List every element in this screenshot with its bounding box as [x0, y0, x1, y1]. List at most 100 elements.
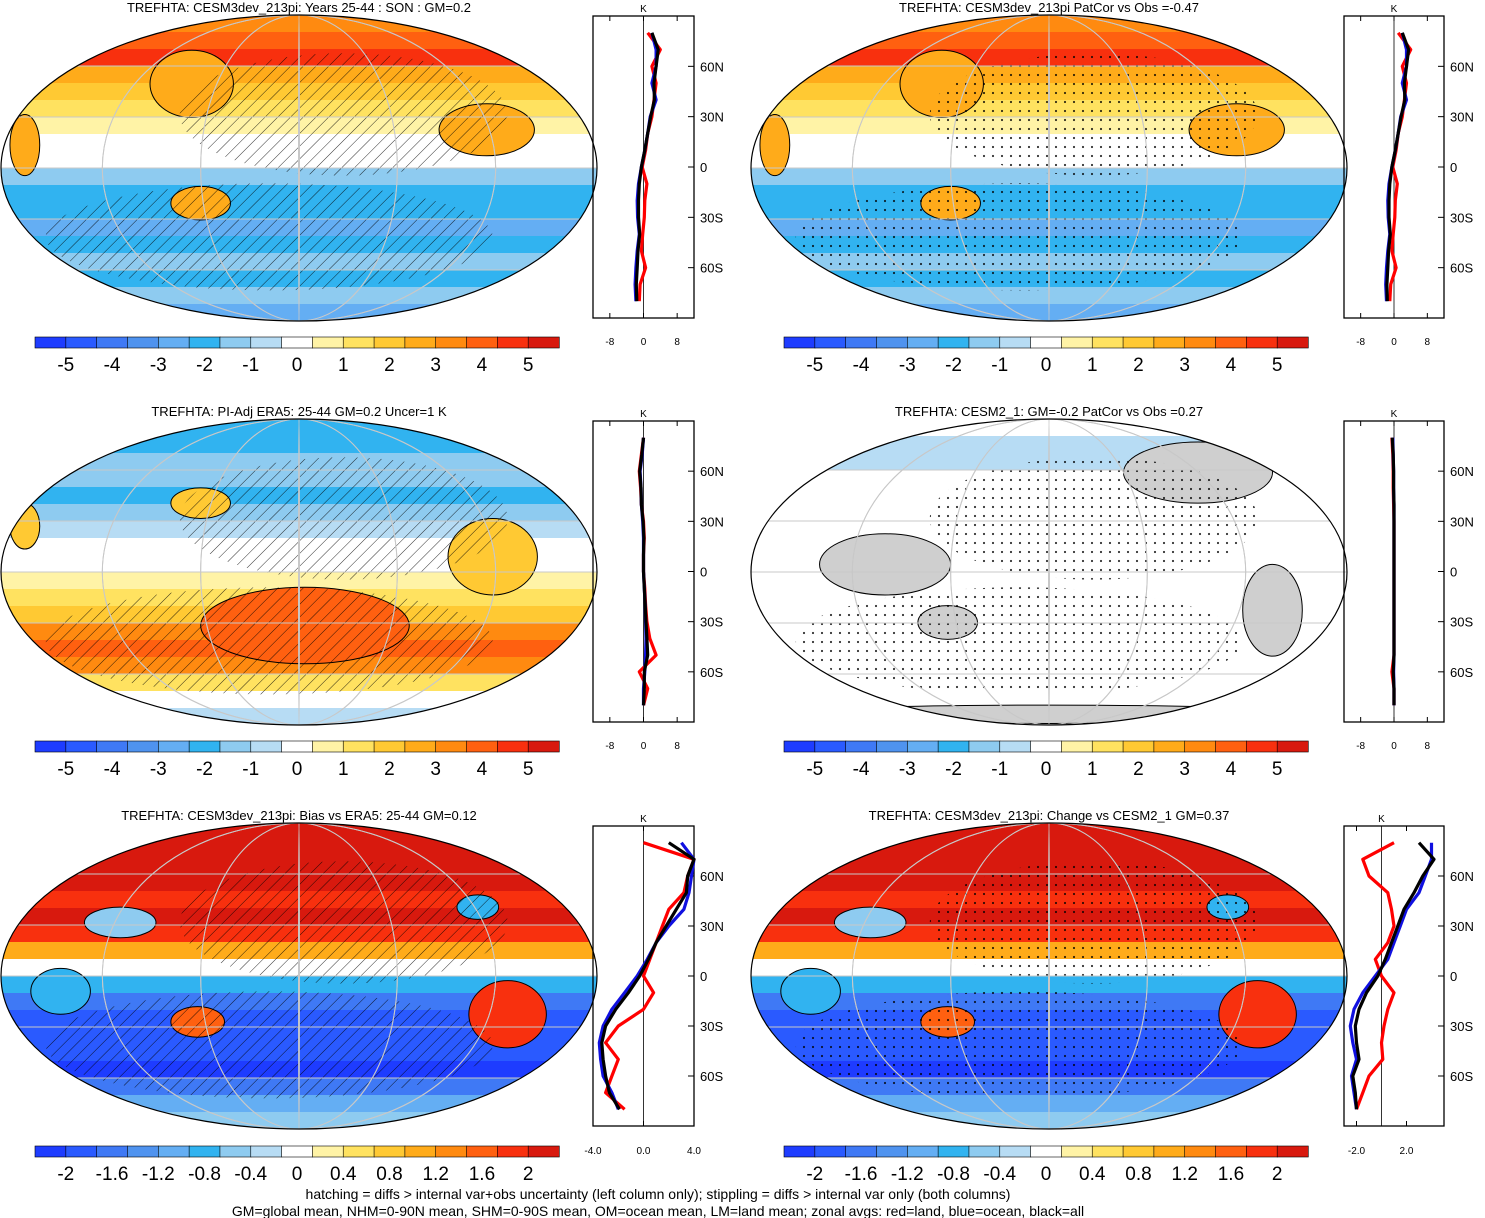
zonal-mean-plot: K 60N 30N 0 30S 60S -8 0 8: [1343, 409, 1474, 752]
panel-title: TREFHTA: CESM2_1: GM=-0.2 PatCor vs Obs …: [895, 404, 1203, 419]
map-outline: [750, 14, 1348, 322]
zonal-mean-plot: K 60N 30N 0 30S 60S -4.0 0.0 4.0: [584, 814, 723, 1157]
colorbar-tick-label: 5: [1272, 759, 1283, 780]
graticule-meridian: [1048, 823, 1050, 1129]
colorbar-tick-label: -3: [150, 355, 167, 376]
zonal-xtick-label: 0.0: [637, 1146, 651, 1157]
zonal-ytick-label: 60S: [700, 1069, 723, 1084]
colorbar-tick-label: -0.8: [188, 1164, 221, 1185]
zonal-xtick-label: -8: [605, 741, 614, 752]
colorbar-tick-label: -2: [945, 355, 962, 376]
hatching-region: [179, 53, 508, 176]
zonal-ytick-label: 0: [700, 565, 707, 580]
graticule-meridian: [200, 15, 398, 321]
stippling-region: [795, 587, 1243, 695]
map-field: [1, 15, 597, 321]
zonal-mean-plot: K 60N 30N 0 30S 60S -8 0 8: [1343, 4, 1474, 348]
continent: [819, 533, 952, 596]
map-field: [751, 823, 1347, 1129]
graticule-meridian: [950, 15, 1148, 321]
colorbar-swatch: [527, 740, 560, 753]
zonal-line-land: [603, 841, 696, 1111]
colorbar-swatch: [466, 740, 498, 753]
colorbar-swatch: [157, 1145, 190, 1158]
zonal-ytick-label: 60N: [700, 464, 724, 479]
graticule-meridian: [950, 419, 1148, 725]
zonal-line-all: [1390, 437, 1396, 706]
colorbar-swatch: [968, 740, 1001, 753]
map-outline: [0, 822, 598, 1130]
colorbar-swatch: [845, 1145, 878, 1158]
zonal-ytick-label: 0: [1450, 160, 1457, 175]
zonal-ytick-label: 0: [1450, 969, 1457, 984]
stippling-region: [929, 457, 1258, 580]
colorbar-swatch: [814, 1145, 847, 1158]
colorbar-tick-label: 0: [1041, 1164, 1052, 1185]
colorbar-swatch: [1153, 740, 1186, 753]
colorbar-swatch: [906, 336, 939, 349]
zonal-xtick-label: -2.0: [1348, 1146, 1366, 1157]
colorbar-swatch: [127, 336, 159, 349]
colorbar-swatch: [219, 336, 252, 349]
colorbar-swatch: [527, 1145, 560, 1158]
zonal-ytick-label: 30N: [1450, 514, 1474, 529]
colorbar-tick-label: 5: [523, 355, 534, 376]
colorbar-swatch: [373, 336, 406, 349]
colorbar-swatch: [34, 336, 67, 349]
zonal-ytick-label: 30S: [700, 1019, 723, 1034]
panel-title: TREFHTA: PI-Adj ERA5: 25-44 GM=0.2 Uncer…: [151, 404, 447, 419]
colorbar-swatch: [497, 336, 529, 349]
colorbar-swatch: [65, 740, 98, 753]
zonal-ytick-label: 60S: [1450, 1069, 1473, 1084]
zonal-xtick-label: -4.0: [584, 1146, 602, 1157]
zonal-ytick-label: 60S: [700, 665, 723, 680]
colorbar-swatch: [157, 740, 190, 753]
zonal-line-all: [1385, 32, 1411, 302]
colorbar-tick-label: 1: [338, 759, 349, 780]
colorbar: -5 -4 -3 -2 -1 0 1 2 3 4 5: [34, 740, 560, 780]
colorbar-swatch: [814, 740, 847, 753]
colorbar-tick-label: -2: [196, 759, 213, 780]
colorbar: -2 -1.6 -1.2 -0.8 -0.4 0 0.4 0.8 1.2 1.6 2: [783, 1145, 1309, 1185]
colorbar-tick-label: -3: [899, 355, 916, 376]
colorbar-tick-label: -5: [57, 759, 74, 780]
colorbar-swatch: [312, 740, 344, 753]
zonal-line-all: [634, 32, 660, 302]
colorbar-swatch: [1122, 336, 1155, 349]
map-outline: [750, 822, 1348, 1130]
colorbar-tick-label: 3: [1179, 355, 1190, 376]
zonal-ytick-label: 30N: [1450, 919, 1474, 934]
colorbar-swatch: [497, 740, 529, 753]
colorbar-tick-label: 2: [523, 1164, 534, 1185]
colorbar-swatch: [937, 336, 970, 349]
zonal-ytick-label: 30S: [700, 210, 723, 225]
colorbar-tick-label: -1: [991, 355, 1008, 376]
zonal-xtick-label: 0: [1391, 337, 1397, 348]
colorbar-tick-label: 2: [384, 355, 395, 376]
graticule-meridian: [200, 419, 398, 725]
colorbar-swatch: [281, 740, 314, 753]
zonal-ytick-label: 0: [1450, 565, 1457, 580]
colorbar-tick-label: -3: [899, 759, 916, 780]
colorbar-swatch: [312, 1145, 344, 1158]
colorbar-swatch: [876, 336, 908, 349]
colorbar-swatch: [876, 1145, 908, 1158]
panel-5: TREFHTA: CESM3dev_213pi: Bias vs ERA5: 2…: [0, 808, 724, 1185]
colorbar-swatch: [1276, 740, 1309, 753]
colorbar-swatch: [1030, 336, 1063, 349]
colorbar-swatch: [250, 740, 283, 753]
stippling-region: [929, 861, 1258, 984]
zonal-ytick-label: 30N: [700, 919, 724, 934]
colorbar-swatch: [937, 740, 970, 753]
zonal-line-all: [600, 841, 696, 1111]
colorbar-swatch: [527, 336, 560, 349]
colorbar-tick-label: -4: [853, 355, 870, 376]
zonal-xtick-label: 0: [1391, 741, 1397, 752]
colorbar-tick-label: 0.8: [1125, 1164, 1151, 1185]
colorbar-tick-label: 1.2: [1171, 1164, 1197, 1185]
colorbar-tick-label: -2: [945, 759, 962, 780]
zonal-ytick-label: 60N: [1450, 869, 1474, 884]
colorbar-swatch: [373, 740, 406, 753]
panel-title: TREFHTA: CESM3dev_213pi PatCor vs Obs =-…: [899, 0, 1199, 15]
colorbar-swatch: [250, 336, 283, 349]
